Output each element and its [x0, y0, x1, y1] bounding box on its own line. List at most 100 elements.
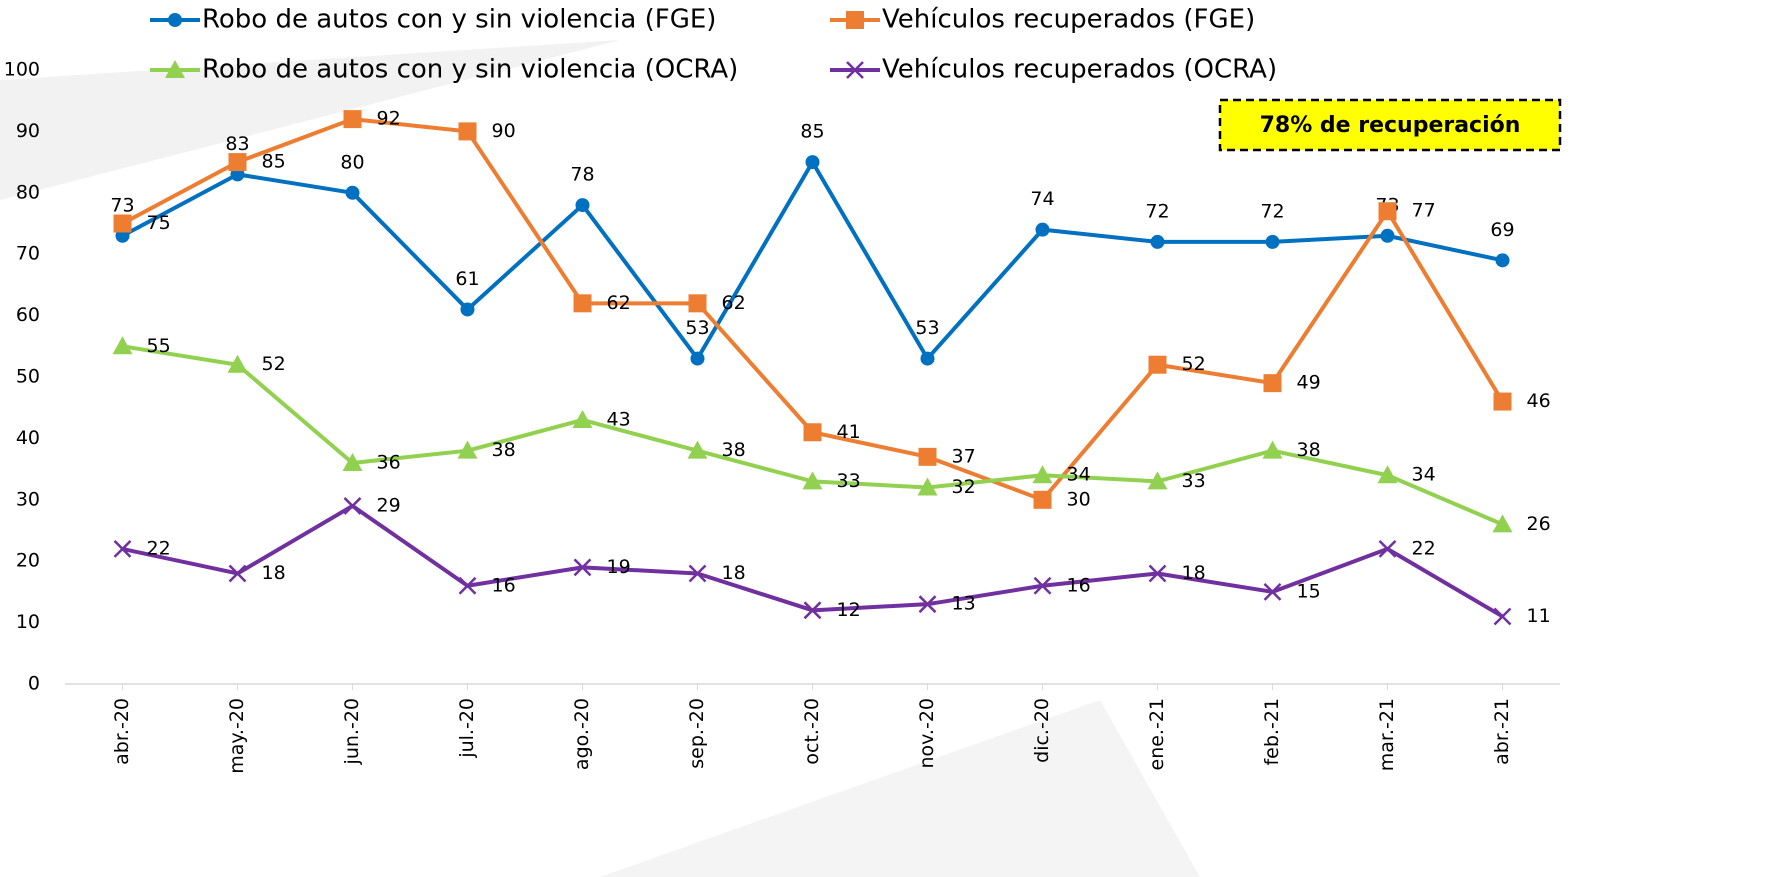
data-label: 55	[147, 335, 171, 357]
x-tick-label: abr.-20	[111, 698, 133, 765]
marker	[1263, 583, 1282, 601]
marker	[1377, 465, 1398, 484]
y-tick-label: 50	[16, 366, 40, 388]
marker	[1147, 471, 1168, 490]
data-label: 13	[952, 593, 976, 615]
marker	[457, 440, 478, 459]
marker	[228, 564, 247, 583]
data-label: 18	[262, 562, 286, 584]
marker	[343, 110, 362, 129]
marker	[1492, 514, 1513, 533]
y-tick-label: 90	[16, 120, 40, 142]
x-tick-label: feb.-21	[1261, 698, 1283, 766]
marker	[1380, 228, 1395, 243]
marker	[228, 153, 247, 172]
marker	[345, 185, 360, 200]
data-label: 43	[607, 408, 631, 430]
y-tick-label: 60	[16, 304, 40, 326]
marker	[690, 351, 705, 366]
data-label: 26	[1527, 513, 1551, 535]
data-label: 22	[147, 537, 171, 559]
y-tick-label: 70	[16, 243, 40, 265]
data-label: 92	[377, 108, 401, 130]
marker	[805, 155, 820, 170]
data-label: 33	[837, 470, 861, 492]
y-tick-label: 30	[16, 488, 40, 510]
marker	[113, 540, 132, 558]
annotation-box	[1218, 98, 1562, 152]
y-tick-label: 0	[28, 673, 40, 695]
marker	[168, 13, 182, 27]
x-tick-label: may.-20	[226, 698, 248, 774]
data-label: 46	[1527, 390, 1551, 412]
marker	[1033, 576, 1052, 595]
data-label: 33	[1182, 470, 1206, 492]
data-label: 16	[1067, 574, 1091, 596]
x-tick-label: sep.-20	[686, 698, 708, 769]
marker	[227, 354, 248, 373]
y-tick-label: 80	[16, 181, 40, 203]
series-line	[121, 160, 1503, 361]
data-label: 77	[1412, 200, 1436, 222]
data-label: 32	[952, 476, 976, 498]
data-label: 90	[492, 120, 516, 142]
data-label: 52	[1182, 353, 1206, 375]
marker	[1495, 253, 1510, 268]
marker	[1493, 392, 1512, 411]
data-label: 75	[147, 212, 171, 234]
series-line	[122, 503, 1504, 619]
legend-label: Vehículos recuperados (FGE)	[882, 5, 1255, 35]
marker	[573, 294, 592, 313]
background-swoosh	[0, 40, 620, 200]
y-tick-label: 40	[16, 427, 40, 449]
data-label: 62	[607, 292, 631, 314]
x-tick-label: mar.-21	[1376, 698, 1398, 771]
y-tick-label: 100	[4, 59, 40, 81]
data-label: 19	[607, 556, 631, 578]
legend-label: Vehículos recuperados (OCRA)	[882, 55, 1277, 85]
marker	[458, 122, 477, 141]
marker	[573, 558, 592, 577]
marker	[1150, 234, 1165, 249]
data-label: 85	[262, 151, 286, 173]
data-label: 69	[1490, 219, 1514, 241]
data-label: 72	[1260, 200, 1284, 222]
marker	[802, 471, 823, 490]
marker	[112, 336, 133, 355]
data-label: 74	[1030, 188, 1054, 210]
data-label: 78	[570, 164, 594, 186]
marker	[1263, 374, 1282, 393]
marker	[803, 423, 822, 442]
annotation: 78% de recuperación	[1218, 98, 1562, 152]
data-label: 73	[110, 194, 134, 216]
marker	[920, 351, 935, 366]
marker	[460, 302, 475, 317]
marker	[918, 595, 937, 614]
marker	[803, 601, 822, 620]
marker	[917, 477, 938, 496]
data-label: 37	[952, 445, 976, 467]
data-label: 53	[685, 317, 709, 339]
marker	[1378, 540, 1397, 558]
data-label: 22	[1412, 537, 1436, 559]
marker	[1378, 202, 1397, 221]
data-label: 30	[1067, 488, 1091, 510]
x-tick-label: jun.-20	[341, 698, 363, 765]
marker	[846, 11, 864, 29]
x-tick-label: ago.-20	[571, 698, 593, 770]
marker	[1148, 564, 1167, 583]
data-label: 38	[722, 439, 746, 461]
data-label: 34	[1067, 464, 1091, 486]
marker	[458, 576, 477, 595]
legend: Robo de autos con y sin violencia (FGE) V…	[150, 5, 1277, 85]
y-tick-label: 20	[16, 550, 40, 572]
data-label: 38	[492, 439, 516, 461]
data-label: 38	[1297, 439, 1321, 461]
marker	[1262, 440, 1283, 459]
marker	[1032, 465, 1053, 484]
marker	[113, 214, 132, 233]
data-label: 29	[377, 494, 401, 516]
data-label: 53	[915, 317, 939, 339]
data-label: 80	[340, 151, 364, 173]
